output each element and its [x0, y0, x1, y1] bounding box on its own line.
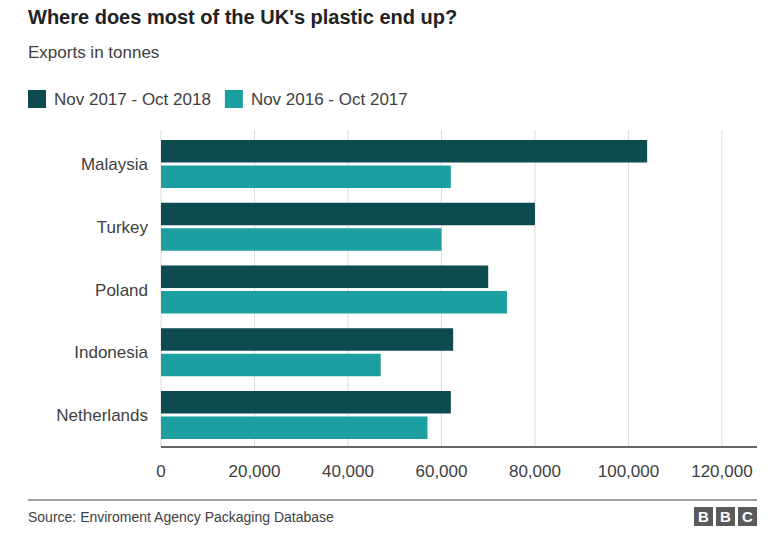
- legend-swatch: [225, 90, 243, 108]
- logo-box: [694, 507, 713, 526]
- bars: [161, 140, 647, 439]
- chart: Where does most of the UK's plastic end …: [0, 0, 784, 539]
- axis-line: [161, 446, 757, 448]
- category-label: Indonesia: [74, 343, 148, 362]
- logo-box: [738, 507, 757, 526]
- category-label: Malaysia: [81, 155, 149, 174]
- logo: BBC: [694, 507, 757, 526]
- category-label: Netherlands: [56, 406, 148, 425]
- tick-label: 80,000: [509, 462, 561, 481]
- bar: [161, 391, 451, 414]
- tick-label: 40,000: [322, 462, 374, 481]
- legend: Nov 2017 - Oct 2018 Nov 2016 - Oct 2017: [28, 90, 408, 109]
- grid-line: [628, 130, 629, 447]
- bar: [161, 354, 381, 377]
- bar: [161, 291, 507, 314]
- bar: [161, 417, 427, 440]
- legend-label: Nov 2016 - Oct 2017: [251, 90, 408, 109]
- footer-rule: [28, 500, 757, 501]
- logo-letter: B: [720, 508, 731, 525]
- tick-label: 0: [156, 462, 165, 481]
- bar: [161, 228, 441, 251]
- bar: [161, 203, 535, 226]
- tick-label: 100,000: [598, 462, 659, 481]
- bar: [161, 266, 488, 289]
- category-label: Poland: [95, 281, 148, 300]
- logo-letter: B: [698, 508, 709, 525]
- y-axis: Malaysia Turkey Poland Indonesia Netherlands: [56, 155, 148, 425]
- x-axis: 0 20,000 40,000 60,000 80,000 100,000 120,000: [156, 130, 752, 481]
- grid-line: [721, 130, 722, 447]
- logo-box: [716, 507, 735, 526]
- legend-swatch: [28, 90, 46, 108]
- bar: [161, 166, 451, 189]
- bar: [161, 328, 453, 351]
- tick-label: 20,000: [228, 462, 280, 481]
- logo-letter: C: [742, 508, 753, 525]
- subtitle: Exports in tonnes: [28, 43, 159, 62]
- bar: [161, 140, 647, 163]
- tick-label: 120,000: [691, 462, 752, 481]
- tick-label: 60,000: [415, 462, 467, 481]
- category-label: Turkey: [97, 218, 149, 237]
- legend-label: Nov 2017 - Oct 2018: [54, 90, 211, 109]
- title: Where does most of the UK's plastic end …: [28, 6, 457, 28]
- grid-line: [534, 130, 535, 447]
- source: Source: Enviroment Agency Packaging Data…: [28, 509, 334, 525]
